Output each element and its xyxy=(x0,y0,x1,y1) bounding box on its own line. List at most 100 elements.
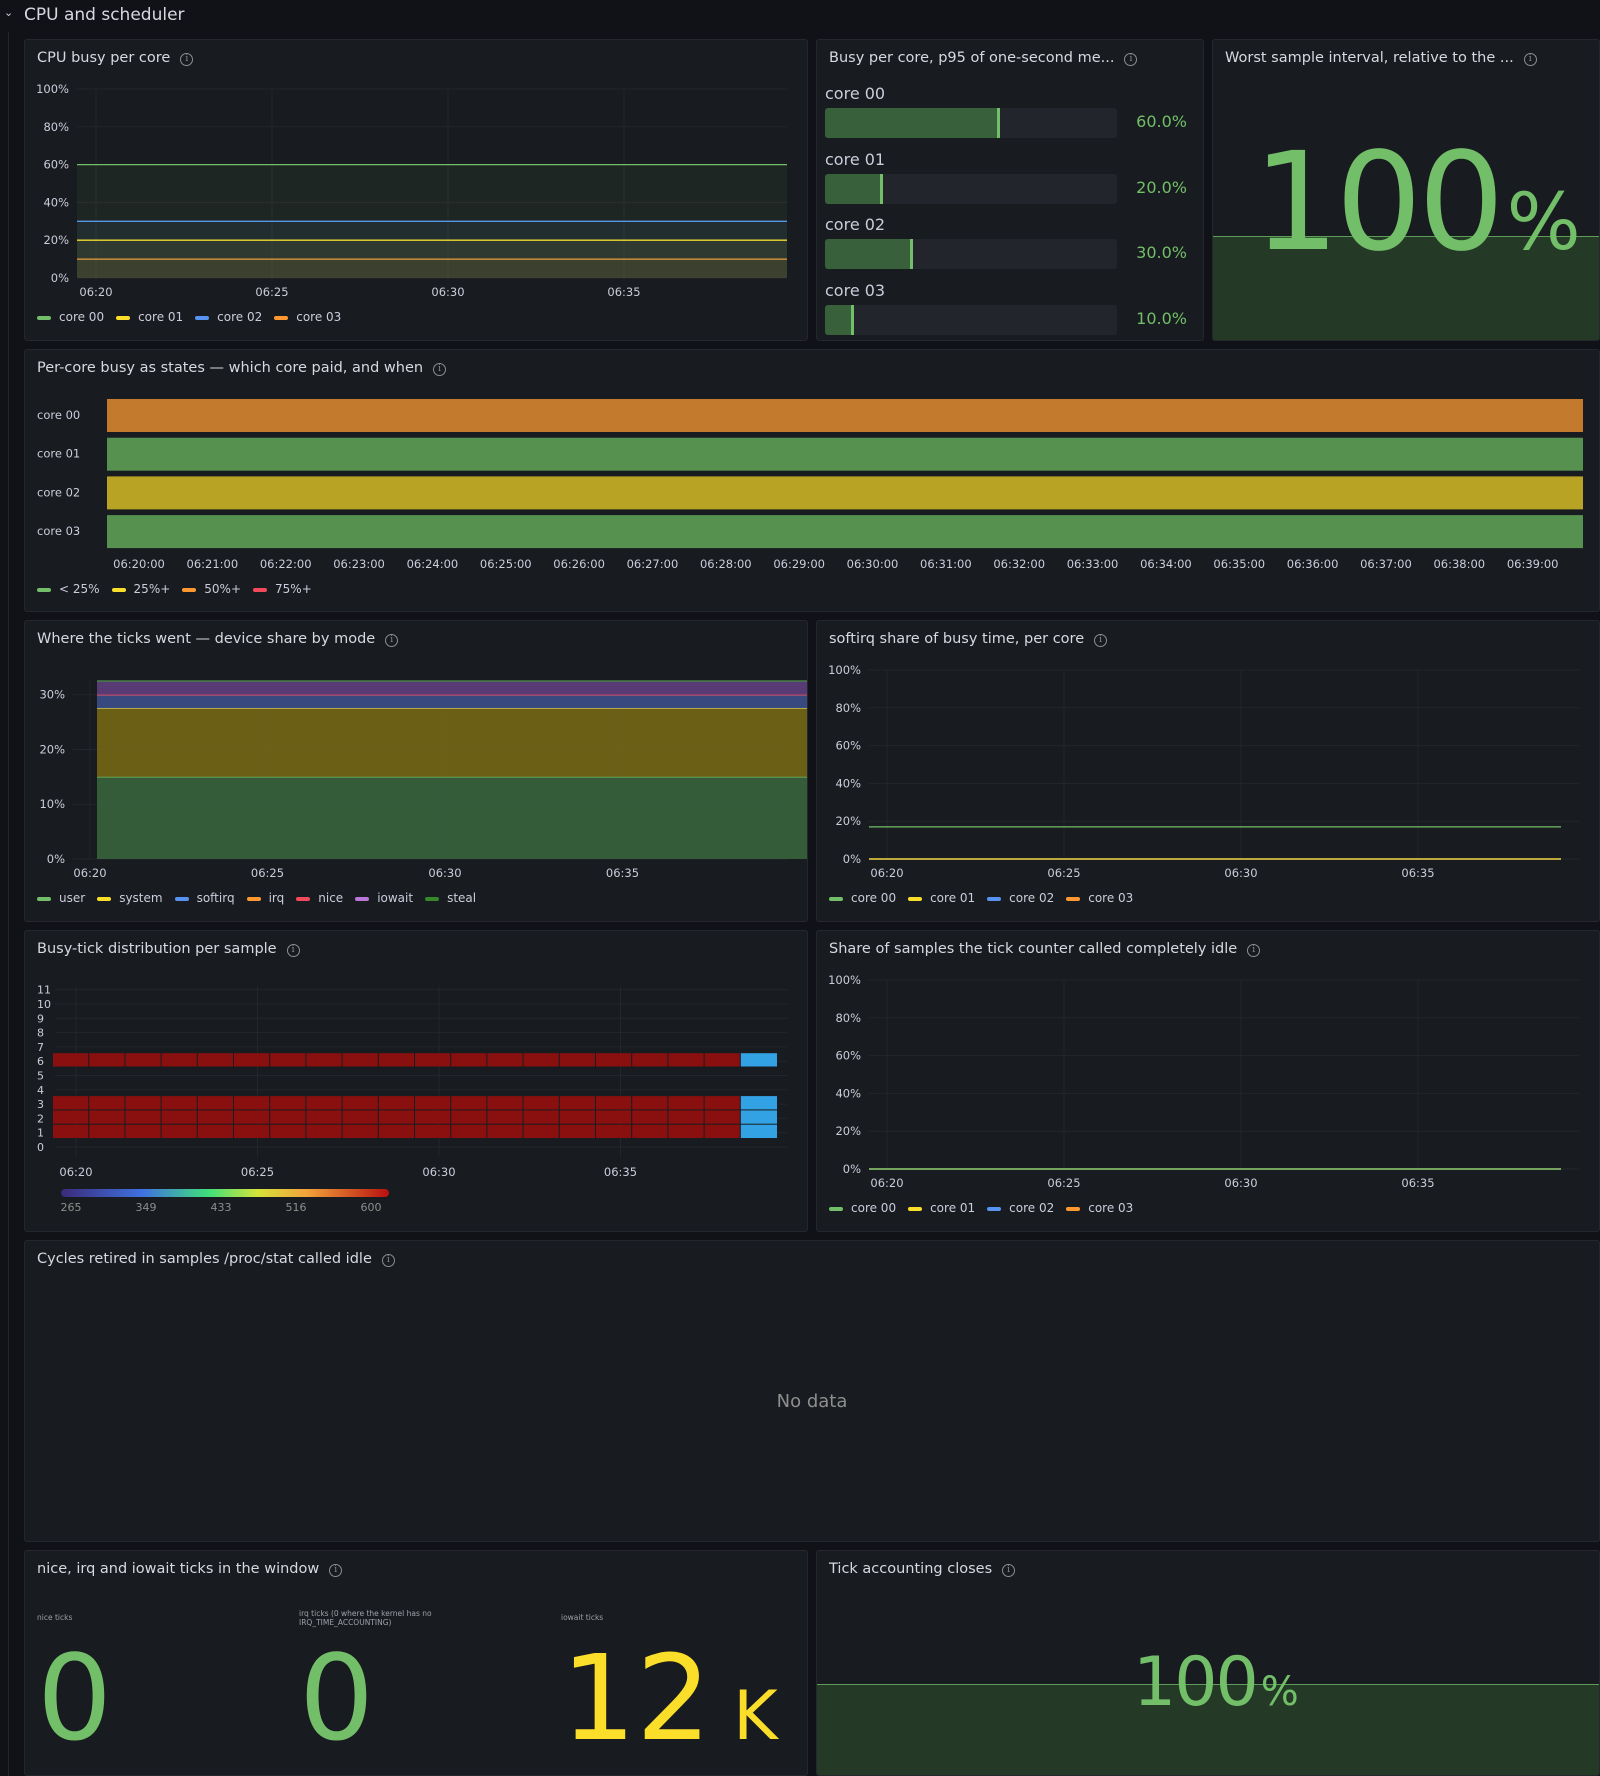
x-tick-label: 06:20 xyxy=(79,285,112,299)
legend-item[interactable]: system xyxy=(97,891,163,905)
x-tick-label: 06:30 xyxy=(1224,1176,1257,1190)
panel-nice-irq-iowait: nice, irq and iowait ticks in the window… xyxy=(24,1550,808,1776)
heatmap-cell xyxy=(596,1110,632,1124)
bar-gauge-row: core 00 60.0% xyxy=(825,84,1187,148)
legend-item[interactable]: nice xyxy=(296,891,343,905)
legend-item[interactable]: core 01 xyxy=(116,310,183,324)
legend-item[interactable]: core 03 xyxy=(1066,1201,1133,1215)
bar-gauge-row: core 01 20.0% xyxy=(825,150,1187,214)
legend-item[interactable]: core 02 xyxy=(987,891,1054,905)
legend-item[interactable]: < 25% xyxy=(37,582,100,596)
heatmap-cell xyxy=(451,1124,487,1138)
legend-label: steal xyxy=(447,891,477,905)
legend-swatch xyxy=(1066,896,1081,901)
heatmap-cell xyxy=(53,1053,89,1067)
x-tick-label: 06:30 xyxy=(422,1165,455,1179)
panel-title: Busy-tick distribution per sample xyxy=(37,941,277,957)
legend-swatch xyxy=(111,587,126,592)
x-tick-label: 06:30 xyxy=(1224,866,1257,880)
info-icon[interactable]: i xyxy=(1523,53,1537,66)
info-icon[interactable]: i xyxy=(1247,944,1261,957)
y-tick-label: 60% xyxy=(835,1049,861,1063)
legend-item[interactable]: irq xyxy=(246,891,284,905)
x-tick-label: 06:25:00 xyxy=(480,557,532,571)
ticks-mode-chart[interactable]: 30% 20% 10% 0% 06:20 06:25 06:30 06:35 xyxy=(25,621,808,922)
info-icon[interactable]: i xyxy=(385,634,399,647)
legend-item[interactable]: 50%+ xyxy=(182,582,241,596)
info-icon[interactable]: i xyxy=(180,53,194,66)
series-area xyxy=(77,240,787,278)
x-tick-label: 06:20 xyxy=(870,866,903,880)
state-timeline-chart[interactable]: core 00 core 01 core 02 core 03 06:20:00 06:2… xyxy=(25,350,1600,612)
heatmap-cell xyxy=(596,1124,632,1138)
heatmap-cell xyxy=(596,1096,632,1110)
heatmap-cell xyxy=(487,1096,523,1110)
cpu-busy-chart[interactable]: 100% 80% 60% 40% 20% 0% 06:20 06:25 06:30 06:35 xyxy=(25,40,808,341)
info-icon[interactable]: i xyxy=(1094,634,1108,647)
legend-item[interactable]: core 00 xyxy=(37,310,104,324)
legend-item[interactable]: core 02 xyxy=(987,1201,1054,1215)
heatmap-cell xyxy=(523,1110,559,1124)
y-tick-label: 100% xyxy=(828,663,861,677)
panel-title: softirq share of busy time, per core xyxy=(829,631,1085,647)
idle-share-chart[interactable]: 100% 80% 60% 40% 20% 0% 06:20 06:25 06:30 06:35 xyxy=(817,931,1600,1232)
heatmap-cell xyxy=(740,1096,777,1110)
legend-item[interactable]: steal xyxy=(425,891,476,905)
info-icon[interactable]: i xyxy=(286,944,300,957)
stat-label: iowait ticks xyxy=(561,1613,604,1622)
info-icon[interactable]: i xyxy=(1002,1564,1016,1577)
heatmap-cell xyxy=(197,1096,233,1110)
heatmap-cell xyxy=(704,1053,740,1067)
softirq-chart[interactable]: 100% 80% 60% 40% 20% 0% 06:20 06:25 06:30 06:35 xyxy=(817,621,1600,922)
y-tick-label: 8 xyxy=(37,1027,44,1040)
panel-core-states: Per-core busy as states — which core pai… xyxy=(24,349,1600,612)
legend-item[interactable]: 25%+ xyxy=(111,582,171,596)
legend-label: core 02 xyxy=(1009,1201,1055,1215)
info-icon[interactable]: i xyxy=(329,1564,343,1577)
heatmap-cell xyxy=(523,1053,559,1067)
heatmap-cell xyxy=(89,1096,125,1110)
legend-item[interactable]: core 01 xyxy=(908,1201,975,1215)
legend-item[interactable]: core 00 xyxy=(829,1201,896,1215)
legend-item[interactable]: iowait xyxy=(355,891,413,905)
bar-gauge-track xyxy=(825,239,1117,269)
stat-label: nice ticks xyxy=(37,1613,73,1622)
bar-gauge-value: 30.0% xyxy=(1136,243,1187,262)
y-tick-label: 0% xyxy=(843,852,861,866)
legend-label: 25%+ xyxy=(133,582,171,596)
panel-title: CPU busy per core xyxy=(37,50,171,66)
legend-item[interactable]: core 00 xyxy=(829,891,896,905)
panel-title: nice, irq and iowait ticks in the window xyxy=(37,1561,320,1577)
legend-item[interactable]: core 01 xyxy=(908,891,975,905)
legend-item[interactable]: core 03 xyxy=(1066,891,1133,905)
x-tick-label: 06:27:00 xyxy=(627,557,679,571)
x-tick-label: 06:35 xyxy=(1401,1176,1434,1190)
chevron-down-icon[interactable]: ⌄ xyxy=(4,6,14,19)
y-tick-label: 0% xyxy=(843,1162,861,1176)
panel-p95: Busy per core, p95 of one-second me... i … xyxy=(816,39,1204,341)
legend-label: core 01 xyxy=(930,891,976,905)
legend-item[interactable]: softirq xyxy=(174,891,235,905)
row-header[interactable]: ⌄ CPU and scheduler xyxy=(0,0,1600,30)
legend-item[interactable]: core 02 xyxy=(195,310,262,324)
bar-gauge-label: core 00 xyxy=(825,84,886,103)
panel-title: Cycles retired in samples /proc/stat cal… xyxy=(37,1251,372,1267)
heatmap-scale-bar xyxy=(61,1189,389,1197)
stat-label: irq ticks (0 where the kernel has no IRQ… xyxy=(299,1609,432,1627)
info-icon[interactable]: i xyxy=(433,363,447,376)
legend-item[interactable]: core 03 xyxy=(274,310,341,324)
legend-swatch xyxy=(829,896,843,901)
info-icon[interactable]: i xyxy=(1124,53,1138,66)
heatmap-cell xyxy=(668,1110,704,1124)
bar-gauge-label: core 03 xyxy=(825,280,886,300)
legend-swatch xyxy=(37,315,51,320)
legend-item[interactable]: 75%+ xyxy=(253,582,312,596)
panel-title: Where the ticks went — device share by m… xyxy=(37,631,376,647)
heatmap-cell xyxy=(415,1053,451,1067)
info-icon[interactable]: i xyxy=(381,1254,395,1267)
legend-label: core 01 xyxy=(138,310,184,324)
heatmap-cell xyxy=(125,1053,161,1067)
heatmap-cell xyxy=(559,1053,595,1067)
legend-item[interactable]: user xyxy=(37,891,85,905)
